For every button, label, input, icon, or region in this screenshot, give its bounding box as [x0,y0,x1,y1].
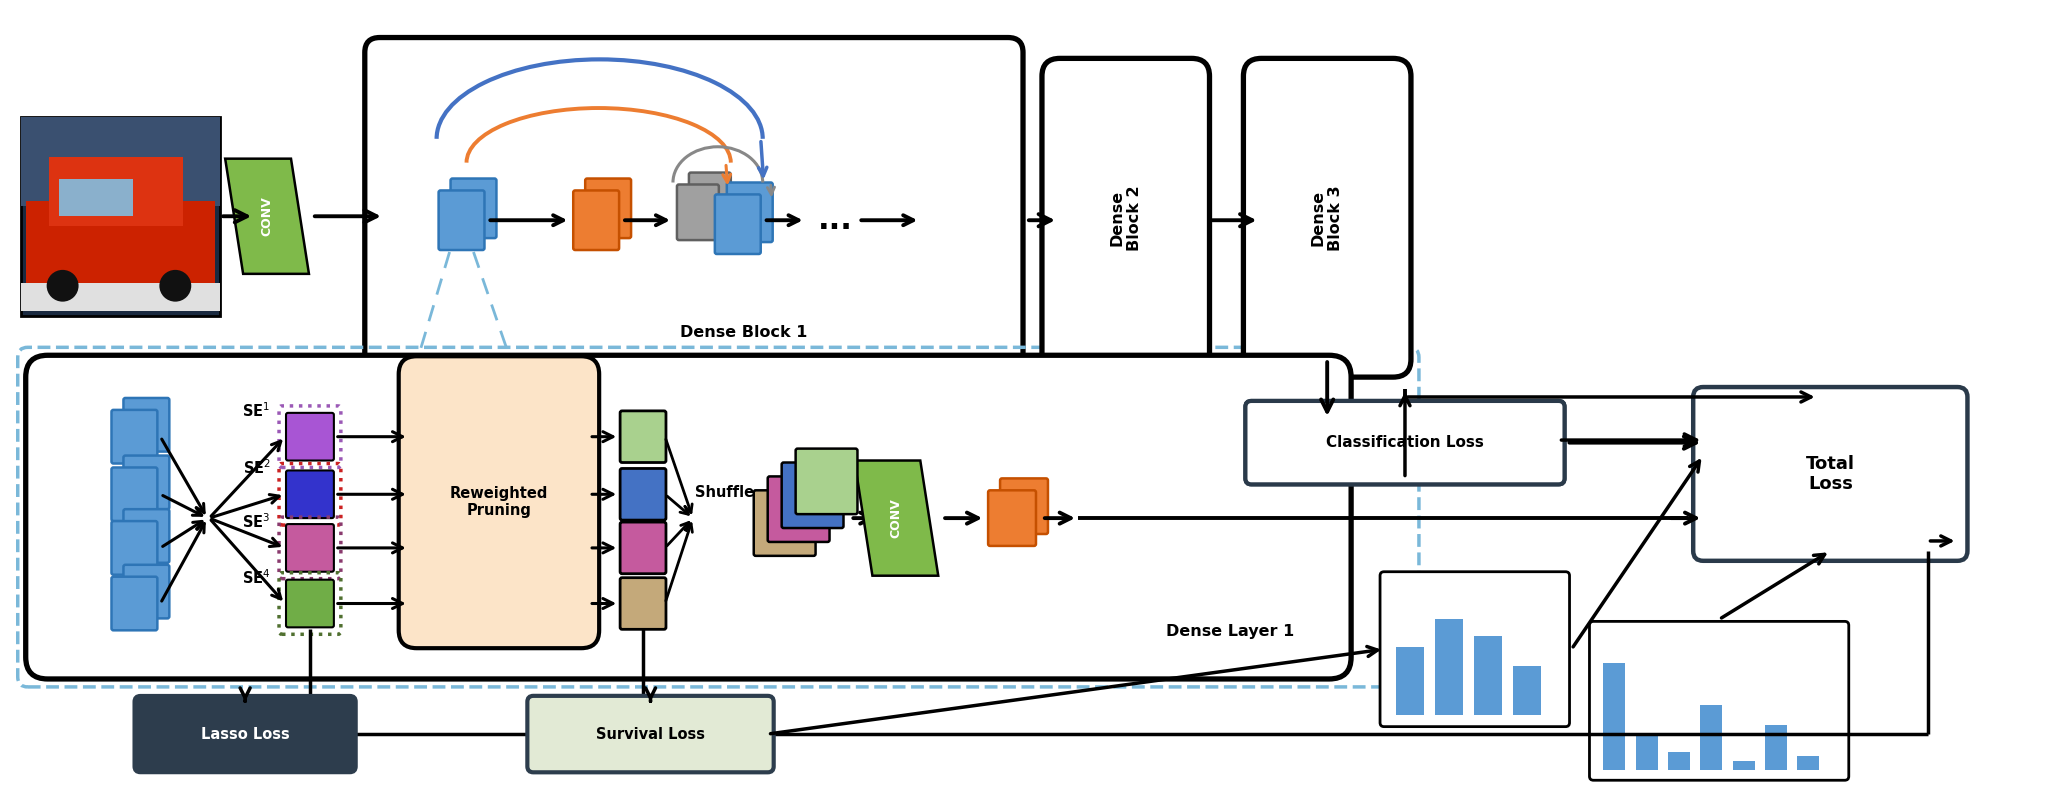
FancyBboxPatch shape [1243,58,1412,377]
Bar [1395,647,1424,715]
FancyBboxPatch shape [123,509,169,563]
FancyBboxPatch shape [123,398,169,452]
Text: SE$^4$: SE$^4$ [242,568,271,586]
FancyBboxPatch shape [123,456,169,509]
Bar [1798,756,1819,770]
Bar [21,283,220,311]
Bar [21,117,220,206]
Bar [1669,752,1689,770]
FancyBboxPatch shape [621,578,666,630]
Text: SE$^1$: SE$^1$ [242,401,271,419]
FancyBboxPatch shape [134,696,356,772]
Text: CONV: CONV [890,498,902,538]
FancyBboxPatch shape [1042,58,1210,377]
Text: Dense
Block 3: Dense Block 3 [1311,185,1344,250]
FancyBboxPatch shape [688,172,732,228]
Bar [1434,619,1463,715]
FancyBboxPatch shape [438,190,485,250]
FancyBboxPatch shape [286,524,333,571]
FancyBboxPatch shape [450,179,497,238]
FancyBboxPatch shape [1589,622,1850,780]
Text: CONV: CONV [261,197,273,236]
FancyBboxPatch shape [111,467,158,521]
FancyBboxPatch shape [399,357,600,648]
FancyBboxPatch shape [286,471,333,518]
FancyBboxPatch shape [366,38,1023,377]
Bar [1603,663,1626,770]
FancyBboxPatch shape [754,490,816,556]
FancyBboxPatch shape [621,522,666,574]
Text: SE$^3$: SE$^3$ [242,512,271,531]
FancyBboxPatch shape [715,194,760,254]
Bar [1512,666,1541,715]
Text: Classification Loss: Classification Loss [1325,435,1484,450]
FancyBboxPatch shape [621,468,666,520]
Text: Lasso Loss: Lasso Loss [201,726,290,741]
FancyBboxPatch shape [769,476,830,542]
Text: Dense Layer 1: Dense Layer 1 [1165,624,1295,639]
Bar [60,179,134,216]
FancyBboxPatch shape [795,449,857,514]
Text: Dense
Block 2: Dense Block 2 [1110,185,1143,250]
FancyBboxPatch shape [1001,478,1048,534]
FancyBboxPatch shape [573,190,619,250]
Bar [1473,636,1502,715]
Polygon shape [855,460,939,576]
Text: Reweighted
Pruning: Reweighted Pruning [450,486,549,519]
FancyBboxPatch shape [111,577,158,630]
Bar [1699,705,1722,770]
FancyBboxPatch shape [123,565,169,619]
Text: Dense Block 1: Dense Block 1 [680,325,808,341]
FancyBboxPatch shape [676,184,719,240]
FancyBboxPatch shape [528,696,773,772]
Bar [21,117,220,316]
FancyBboxPatch shape [111,521,158,575]
Bar [27,201,216,286]
FancyBboxPatch shape [286,580,333,627]
FancyBboxPatch shape [27,355,1350,679]
FancyBboxPatch shape [1245,401,1564,484]
Bar [1765,725,1788,770]
Text: Total
Loss: Total Loss [1806,455,1856,493]
FancyBboxPatch shape [988,490,1036,546]
FancyBboxPatch shape [111,410,158,464]
Circle shape [160,270,191,301]
Bar [1636,734,1658,770]
Polygon shape [226,159,308,274]
Circle shape [47,270,78,301]
Text: Shuffle: Shuffle [695,486,754,501]
FancyBboxPatch shape [586,179,631,238]
Text: ...: ... [818,205,853,235]
FancyBboxPatch shape [286,413,333,460]
FancyBboxPatch shape [621,411,666,463]
FancyBboxPatch shape [1381,571,1570,726]
FancyBboxPatch shape [1245,401,1564,484]
Bar [1732,761,1755,770]
Text: SE$^2$: SE$^2$ [242,459,271,478]
FancyBboxPatch shape [1693,387,1967,561]
Bar [49,157,183,226]
FancyBboxPatch shape [781,463,843,528]
Text: Survival Loss: Survival Loss [596,726,705,741]
FancyBboxPatch shape [727,183,773,242]
